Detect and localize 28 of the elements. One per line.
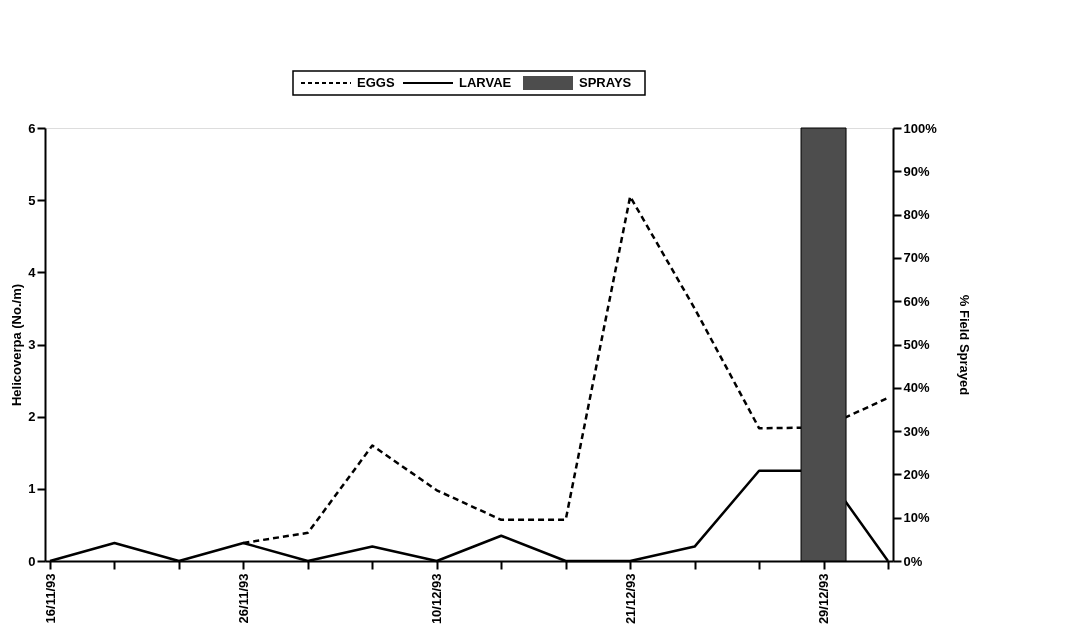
y-tick-label: 6: [28, 120, 36, 136]
y-tick-label: 2: [28, 409, 36, 425]
y2-tick-label: 70%: [903, 250, 930, 266]
x-tick-label: 26/11/93: [235, 573, 251, 624]
y2-tick-label: 90%: [903, 163, 930, 179]
x-tick-label: 29/12/93: [816, 573, 832, 625]
x-tick-label: 16/11/93: [42, 573, 58, 624]
y-tick-label: 1: [28, 481, 36, 497]
y2-tick-label: 60%: [903, 293, 930, 309]
y2-tick-label: 100%: [903, 120, 938, 136]
y2-axis-title: % Field Sprayed: [956, 294, 972, 396]
legend-label: EGGS: [357, 75, 395, 90]
y2-tick-label: 80%: [903, 207, 930, 223]
y2-tick-label: 0%: [903, 553, 923, 569]
y-tick-label: 3: [28, 337, 36, 352]
y2-tick-label: 20%: [903, 466, 930, 482]
x-tick-label: 21/12/93: [622, 573, 638, 625]
y2-tick-label: 30%: [903, 423, 930, 439]
x-tick-label: 10/12/93: [429, 573, 445, 625]
legend-label: SPRAYS: [579, 75, 632, 90]
y2-tick-label: 40%: [903, 380, 930, 396]
y-tick-label: 4: [28, 264, 37, 280]
y-tick-label: 0: [28, 553, 36, 569]
y-axis-title: Helicoverpa (No./m): [9, 283, 25, 407]
y-tick-label: 5: [28, 192, 36, 208]
y2-tick-label: 10%: [903, 510, 930, 526]
y2-tick-label: 50%: [903, 337, 930, 352]
legend-label: LARVAE: [459, 75, 512, 90]
